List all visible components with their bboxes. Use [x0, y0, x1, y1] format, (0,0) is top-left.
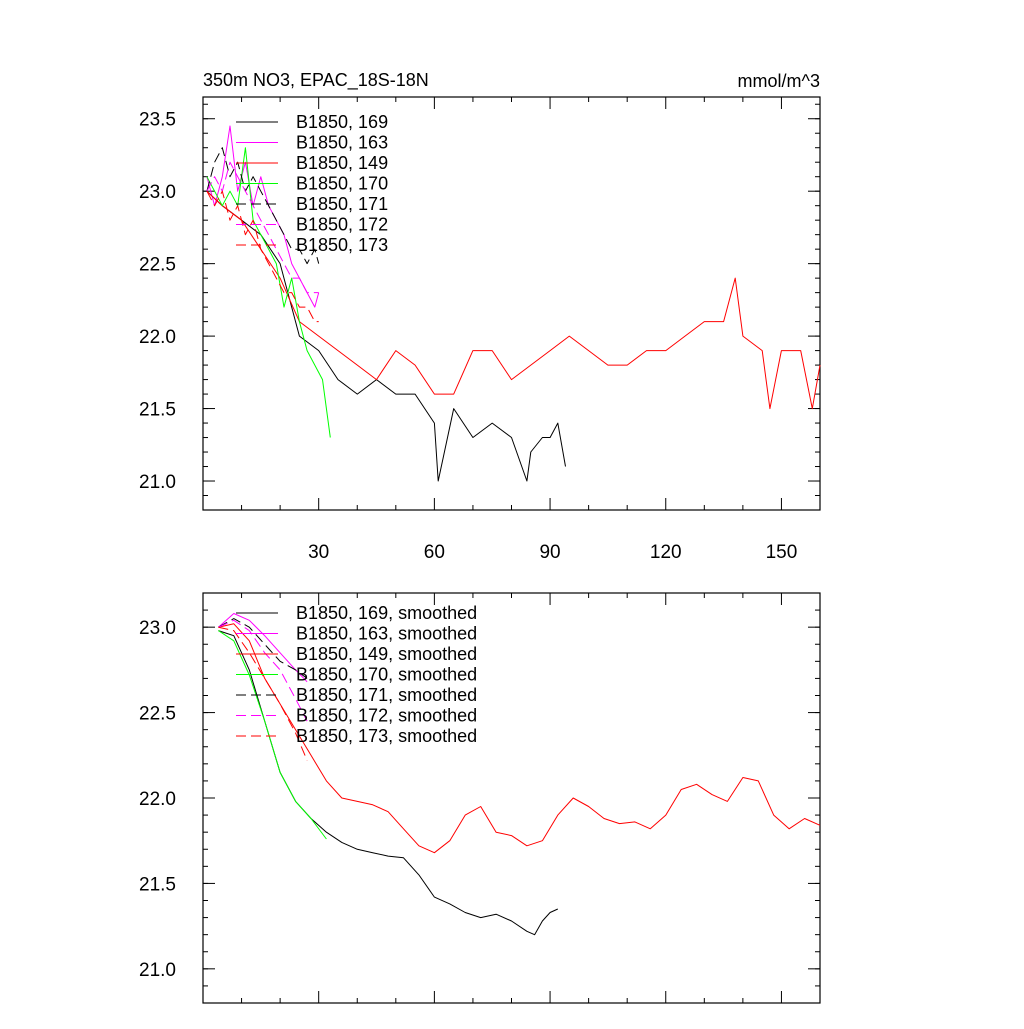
bottom-legend-entry: B1850, 169, smoothed — [296, 603, 477, 623]
top-y-tick-label: 23.0 — [139, 182, 176, 203]
top-series-line-3 — [206, 147, 331, 438]
top-legend-entry: B1850, 163 — [296, 133, 388, 153]
top-legend-entry: B1850, 172 — [296, 215, 388, 235]
bottom-y-tick-label: 22.5 — [139, 704, 176, 725]
top-legend-entry: B1850, 149 — [296, 153, 388, 173]
top-x-tick-label: 60 — [424, 542, 445, 563]
bottom-series-line-3 — [218, 630, 327, 840]
bottom-panel: 21.0 21.5 22.0 22.5 23.0 B1850, 169, smoothed… — [139, 592, 821, 1004]
top-series-line-2 — [206, 190, 821, 410]
bottom-y-tick-label: 21.0 — [139, 960, 176, 981]
top-y-tick-label: 22.0 — [139, 327, 176, 348]
bottom-legend-entry: B1850, 172, smoothed — [296, 706, 477, 726]
top-y-tick-label: 22.5 — [139, 255, 176, 276]
top-series-line-0 — [206, 190, 566, 482]
chart-title: 350m NO3, EPAC_18S-18N — [203, 70, 429, 91]
top-x-tick-label: 90 — [539, 542, 560, 563]
top-panel: 21.0 21.5 22.0 22.5 23.0 23.5 30 60 90 120 150 B185… — [139, 96, 821, 563]
bottom-series-line-4 — [218, 618, 308, 679]
top-legend-entry: B1850, 170 — [296, 174, 388, 194]
top-x-tick-label: 120 — [650, 542, 682, 563]
top-x-tick-label: 30 — [308, 542, 329, 563]
bottom-legend-entry: B1850, 171, smoothed — [296, 685, 477, 705]
bottom-legend-entry: B1850, 170, smoothed — [296, 665, 477, 685]
top-series-line-6 — [206, 190, 319, 323]
top-y-tick-label: 23.5 — [139, 110, 176, 131]
bottom-series-line-1 — [218, 613, 308, 683]
top-legend-entry: B1850, 169 — [296, 112, 388, 132]
top-y-tick-label: 21.0 — [139, 472, 176, 493]
bottom-series-line-5 — [218, 619, 308, 722]
top-y-tick-label: 21.5 — [139, 400, 176, 421]
top-legend-entry: B1850, 171 — [296, 194, 388, 214]
top-series-line-4 — [206, 147, 320, 265]
bottom-y-tick-label: 21.5 — [139, 874, 176, 895]
bottom-series-line-6 — [218, 626, 308, 761]
units-label: mmol/m^3 — [738, 71, 820, 91]
top-x-tick-label: 150 — [766, 542, 798, 563]
bottom-series-line-2 — [218, 623, 821, 854]
top-series-line-5 — [206, 161, 319, 294]
bottom-y-tick-label: 22.0 — [139, 789, 176, 810]
bottom-y-tick-label: 23.0 — [139, 618, 176, 639]
bottom-legend-entry: B1850, 163, smoothed — [296, 624, 477, 644]
bottom-legend-entry: B1850, 149, smoothed — [296, 644, 477, 664]
top-legend-entry: B1850, 173 — [296, 235, 388, 255]
bottom-legend-entry: B1850, 173, smoothed — [296, 726, 477, 746]
